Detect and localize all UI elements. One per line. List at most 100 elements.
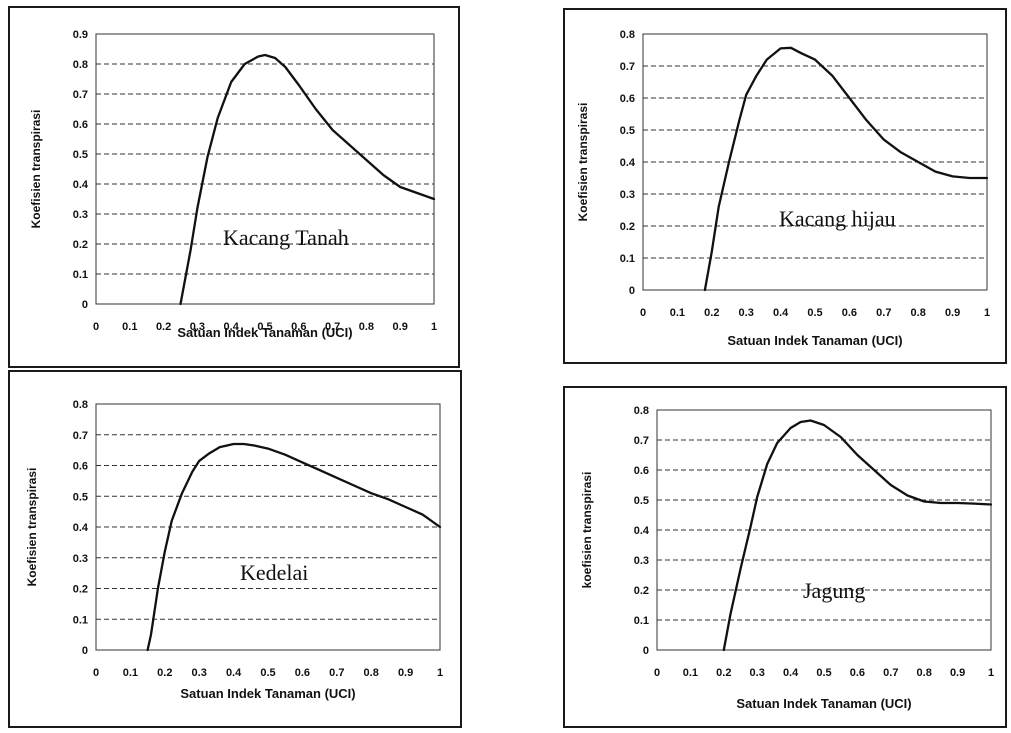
chart-jagung: 0 0.1 0.2 0.3 0.4 0.5 0.6 0.7 0.8 0 0.1 0.2 0.3 0.4 0.…: [580, 405, 994, 711]
x-tick-label: 0.5: [816, 667, 831, 679]
y-tick-label: 0.1: [620, 253, 635, 265]
y-tick-label: 0.1: [73, 269, 88, 281]
y-tick-label: 0.8: [620, 29, 635, 41]
y-tick-label: 0.1: [73, 614, 88, 626]
y-tick-label: 0.4: [620, 157, 636, 169]
y-axis-label: Koefisien transpirasi: [25, 468, 39, 587]
chart-panel-jagung: 0 0.1 0.2 0.3 0.4 0.5 0.6 0.7 0.8 0 0.1 0.2 0.3 0.4 0.…: [563, 386, 1007, 728]
y-tick-label: 0: [82, 645, 88, 657]
x-tick-label: 0.2: [704, 307, 719, 319]
chart-kacang-hijau: 0 0.1 0.2 0.3 0.4 0.5 0.6 0.7 0.8 0 0.1 0.2 0.3 0.4 0.…: [576, 29, 990, 348]
series-line-kacang-hijau: [703, 46, 989, 292]
x-tick-label: 0.8: [364, 667, 379, 679]
y-tick-label: 0: [82, 299, 88, 311]
y-tick-label: 0.5: [634, 495, 649, 507]
y-tick-label: 0.9: [73, 29, 88, 41]
y-tick-label: 0.2: [73, 239, 88, 251]
y-tick-label: 0.2: [73, 584, 88, 596]
x-tick-label: 0.3: [750, 667, 765, 679]
x-axis-label: Satuan Indek Tanaman (UCI): [180, 686, 355, 701]
y-tick-label: 0.6: [620, 93, 635, 105]
y-tick-label: 0.4: [634, 525, 650, 537]
chart-panel-kedelai: 0 0.1 0.2 0.3 0.4 0.5 0.6 0.7 0.8 0 0.1 0.2 0.3 0.4 0.…: [8, 370, 462, 728]
x-tick-label: 0.1: [122, 321, 137, 333]
y-tick-label: 0.4: [73, 179, 89, 191]
x-tick-label: 0.6: [842, 307, 857, 319]
x-tick-label: 0.1: [683, 667, 698, 679]
y-tick-label: 0.7: [634, 435, 649, 447]
y-tick-label: 0.8: [73, 59, 88, 71]
x-tick-label: 0.8: [911, 307, 926, 319]
y-tick-label: 0: [629, 285, 635, 297]
x-tick-label: 0.7: [325, 321, 340, 333]
x-tick-label: 0: [654, 667, 660, 679]
y-tick-label: 0.5: [620, 125, 635, 137]
x-tick-label: 0.9: [393, 321, 408, 333]
y-tick-label: 0.7: [73, 89, 88, 101]
x-tick-label: 1: [431, 321, 437, 333]
y-tick-label: 0.7: [73, 430, 88, 442]
x-tick-label: 0.3: [190, 321, 205, 333]
y-tick-label: 0.5: [73, 149, 88, 161]
x-tick-label: 0.6: [295, 667, 310, 679]
y-tick-label: 0.8: [73, 399, 88, 411]
y-tick-label: 0.6: [634, 465, 649, 477]
x-tick-label: 0.8: [917, 667, 932, 679]
x-tick-label: 0.3: [192, 667, 207, 679]
y-axis-label: Koefisien transpirasi: [576, 103, 590, 222]
x-tick-label: 0.1: [670, 307, 685, 319]
x-tick-label: 0.6: [850, 667, 865, 679]
x-tick-label: 0.9: [950, 667, 965, 679]
y-tick-label: 0.3: [620, 189, 635, 201]
chart-kacang-tanah: 0 0.1 0.2 0.3 0.4 0.5 0.6 0.7 0.8 0.9 0 0.1 0.2 0.3 0.…: [29, 29, 437, 340]
y-axis-label: koefisien transpirasi: [580, 472, 594, 589]
y-tick-label: 0.6: [73, 461, 88, 473]
x-axis-label: Satuan Indek Tanaman (UCI): [736, 696, 911, 711]
x-axis-label: Satuan Indek Tanaman (UCI): [177, 325, 352, 340]
y-tick-label: 0.2: [634, 585, 649, 597]
x-tick-label: 0.1: [123, 667, 138, 679]
x-tick-label: 0.2: [157, 667, 172, 679]
y-tick-label: 0.3: [73, 209, 88, 221]
x-tick-label: 0.4: [773, 307, 789, 319]
y-tick-label: 0.1: [634, 615, 649, 627]
y-tick-label: 0.6: [73, 119, 88, 131]
series-line-kacang-tanah: [179, 53, 436, 306]
y-tick-label: 0.3: [73, 553, 88, 565]
x-tick-label: 0.4: [226, 667, 242, 679]
x-tick-label: 0.9: [398, 667, 413, 679]
x-tick-label: 0: [93, 667, 99, 679]
y-tick-label: 0.3: [634, 555, 649, 567]
x-tick-label: 0.4: [783, 667, 799, 679]
x-tick-label: 0.4: [224, 321, 240, 333]
y-tick-label: 0.2: [620, 221, 635, 233]
x-tick-label: 0.6: [291, 321, 306, 333]
x-tick-label: 1: [437, 667, 443, 679]
x-tick-label: 0.9: [945, 307, 960, 319]
x-axis-label: Satuan Indek Tanaman (UCI): [727, 333, 902, 348]
x-tick-label: 0.8: [359, 321, 374, 333]
series-line-kedelai: [146, 442, 442, 652]
chart-panel-kacang-hijau: 0 0.1 0.2 0.3 0.4 0.5 0.6 0.7 0.8 0 0.1 0.2 0.3 0.4 0.…: [563, 8, 1007, 364]
x-tick-label: 1: [984, 307, 990, 319]
x-tick-label: 0: [93, 321, 99, 333]
x-tick-label: 0.5: [260, 667, 275, 679]
y-axis-label: Koefisien transpirasi: [29, 110, 43, 229]
chart-panel-kacang-tanah: 0 0.1 0.2 0.3 0.4 0.5 0.6 0.7 0.8 0.9 0 0.1 0.2 0.3 0.…: [8, 6, 460, 368]
x-tick-label: 0.2: [156, 321, 171, 333]
crop-annotation: Kacang Tanah: [223, 225, 349, 250]
y-tick-label: 0.4: [73, 522, 89, 534]
x-tick-label: 0.5: [257, 321, 272, 333]
crop-annotation: Jagung: [803, 578, 865, 603]
y-tick-label: 0.7: [620, 61, 635, 73]
x-tick-label: 0.7: [329, 667, 344, 679]
x-tick-label: 0.7: [876, 307, 891, 319]
y-tick-label: 0.8: [634, 405, 649, 417]
x-tick-label: 0.3: [739, 307, 754, 319]
y-tick-label: 0.5: [73, 491, 88, 503]
crop-annotation: Kedelai: [240, 560, 308, 585]
y-tick-label: 0: [643, 645, 649, 657]
plot-area: [95, 33, 435, 305]
x-tick-label: 1: [988, 667, 994, 679]
series-line-jagung: [722, 419, 993, 652]
